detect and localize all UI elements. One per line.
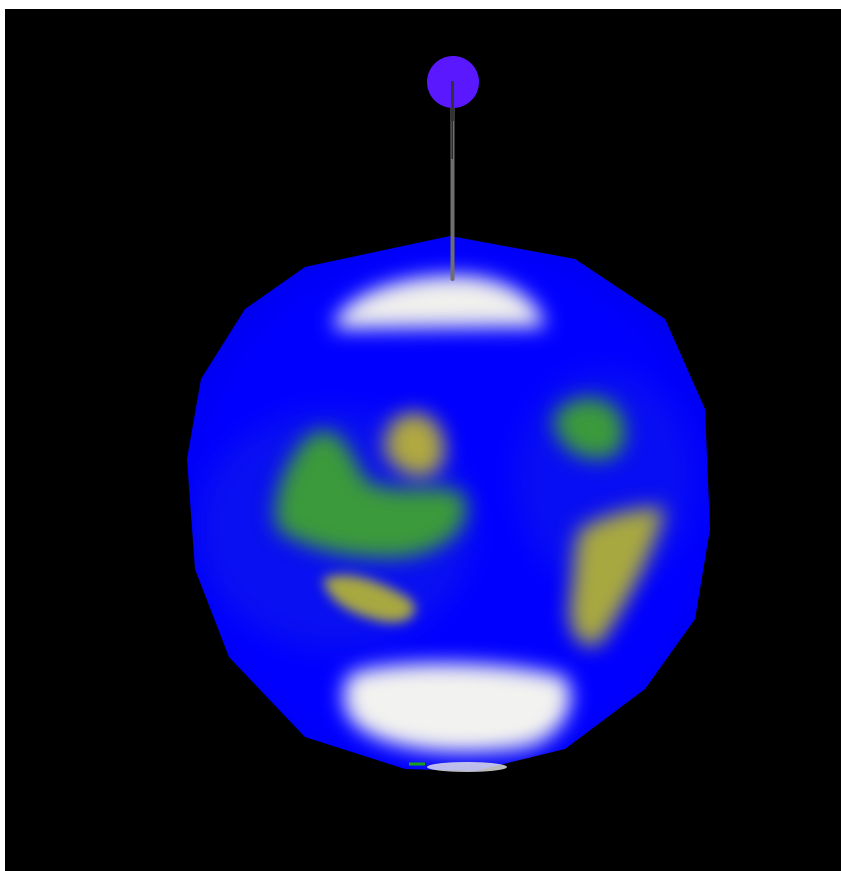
globe-scene[interactable] — [5, 9, 841, 871]
pin-shaft-top — [451, 81, 454, 121]
pin-shaft-highlight — [451, 89, 453, 159]
3d-viewport[interactable] — [5, 9, 841, 871]
globe[interactable] — [175, 229, 725, 789]
globe-bottom-artifact — [427, 762, 507, 772]
location-pin[interactable] — [427, 56, 479, 281]
